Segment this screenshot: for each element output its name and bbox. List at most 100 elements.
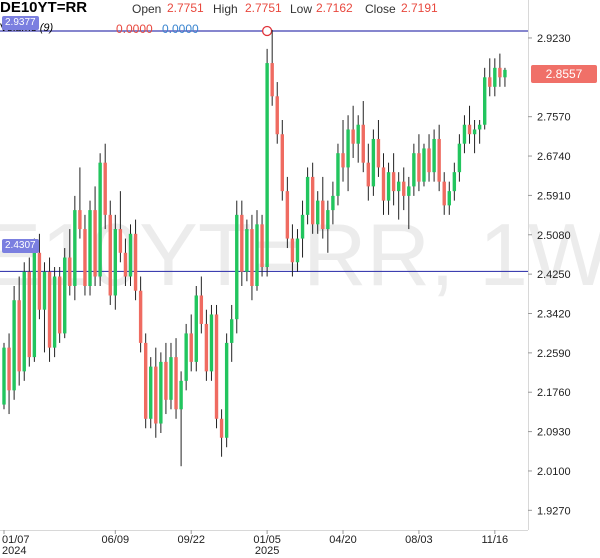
hline-upper-tag[interactable]: 2.9377 — [2, 16, 39, 30]
candle-down[interactable] — [250, 229, 254, 286]
candle-down[interactable] — [361, 124, 365, 163]
candle-down[interactable] — [103, 162, 107, 215]
candle-up[interactable] — [386, 172, 391, 201]
candle-up[interactable] — [73, 210, 77, 286]
candle-up[interactable] — [305, 176, 310, 215]
candle-up[interactable] — [407, 186, 411, 196]
candle-up[interactable] — [113, 229, 118, 296]
candle-up[interactable] — [149, 366, 153, 419]
candle-down[interactable] — [488, 77, 492, 87]
candle-up[interactable] — [346, 129, 350, 168]
candle-down[interactable] — [164, 361, 168, 400]
candle-down[interactable] — [189, 333, 193, 362]
candle-down[interactable] — [270, 63, 274, 97]
candle-down[interactable] — [240, 214, 244, 272]
candle-up[interactable] — [477, 124, 482, 130]
candle-down[interactable] — [442, 181, 446, 206]
candle-down[interactable] — [376, 138, 381, 168]
candle-up[interactable] — [245, 229, 249, 272]
candle-up[interactable] — [356, 124, 360, 144]
candle-up[interactable] — [396, 181, 401, 192]
candle-down[interactable] — [138, 290, 143, 343]
horizontal-lines[interactable] — [0, 25, 528, 273]
candle-up[interactable] — [452, 172, 457, 192]
candle-up[interactable] — [265, 63, 269, 268]
candle-up[interactable] — [88, 210, 92, 286]
candle-down[interactable] — [310, 176, 315, 225]
candle-up[interactable] — [336, 153, 340, 196]
candle-down[interactable] — [199, 295, 204, 324]
candle-up[interactable] — [32, 252, 37, 358]
hline-lower-tag[interactable]: 2.4307 — [2, 239, 39, 253]
candle-down[interactable] — [391, 172, 396, 192]
candle-up[interactable] — [2, 347, 6, 405]
candle-up[interactable] — [462, 124, 467, 144]
candle-down[interactable] — [219, 418, 224, 438]
candle-down[interactable] — [285, 191, 290, 239]
candle-up[interactable] — [179, 380, 183, 410]
candle-up[interactable] — [472, 129, 477, 135]
candle-up[interactable] — [422, 148, 426, 182]
candle-down[interactable] — [108, 214, 112, 296]
candle-up[interactable] — [412, 153, 416, 187]
candle-up[interactable] — [457, 143, 462, 173]
candle-down[interactable] — [143, 342, 148, 419]
candle-down[interactable] — [17, 300, 21, 372]
candle-up[interactable] — [209, 314, 214, 372]
candle-up[interactable] — [493, 67, 497, 87]
candle-down[interactable] — [93, 210, 97, 277]
candle-up[interactable] — [295, 238, 300, 263]
candle-up[interactable] — [12, 300, 16, 391]
candle-up[interactable] — [447, 191, 451, 206]
candle-down[interactable] — [260, 224, 264, 268]
candle-down[interactable] — [467, 124, 472, 135]
candle-up[interactable] — [194, 295, 198, 362]
candle-down[interactable] — [280, 134, 284, 192]
candle-down[interactable] — [174, 357, 178, 410]
candle-down[interactable] — [7, 347, 11, 391]
candle-down[interactable] — [366, 162, 371, 187]
candle-down[interactable] — [154, 366, 158, 424]
candle-down[interactable] — [275, 96, 279, 135]
candle-down[interactable] — [417, 153, 421, 182]
candle-up[interactable] — [184, 333, 188, 381]
candle-down[interactable] — [123, 252, 128, 277]
candle-down[interactable] — [290, 238, 295, 263]
candle-up[interactable] — [22, 271, 26, 372]
candle-up[interactable] — [483, 77, 487, 125]
line-anchor-marker[interactable] — [261, 25, 273, 37]
candle-up[interactable] — [371, 138, 376, 187]
candle-down[interactable] — [68, 257, 72, 286]
candle-up[interactable] — [503, 69, 507, 78]
candle-down[interactable] — [27, 271, 31, 358]
candle-up[interactable] — [255, 224, 259, 286]
candle-down[interactable] — [351, 129, 355, 144]
candle-up[interactable] — [300, 214, 305, 239]
candle-up[interactable] — [326, 210, 330, 230]
candle-down[interactable] — [118, 229, 123, 253]
candle-up[interactable] — [331, 195, 335, 211]
candle-down[interactable] — [37, 252, 42, 310]
candle-down[interactable] — [47, 271, 52, 348]
candle-up[interactable] — [316, 200, 320, 225]
candle-up[interactable] — [128, 233, 133, 277]
candle-up[interactable] — [230, 319, 234, 343]
candle-down[interactable] — [133, 233, 138, 291]
candle-down[interactable] — [381, 167, 386, 201]
candle-up[interactable] — [52, 276, 57, 348]
candle-up[interactable] — [63, 257, 67, 334]
candle-down[interactable] — [427, 148, 431, 173]
candle-up[interactable] — [42, 271, 47, 310]
candle-down[interactable] — [437, 138, 441, 182]
candle-up[interactable] — [235, 214, 239, 320]
candle-down[interactable] — [83, 229, 87, 286]
candles[interactable] — [2, 29, 507, 467]
candle-up[interactable] — [159, 361, 163, 424]
candle-down[interactable] — [57, 276, 62, 334]
candle-up[interactable] — [98, 162, 102, 277]
candle-down[interactable] — [341, 153, 345, 168]
candle-up[interactable] — [432, 138, 436, 173]
candle-up[interactable] — [224, 342, 229, 438]
candle-down[interactable] — [78, 210, 82, 230]
